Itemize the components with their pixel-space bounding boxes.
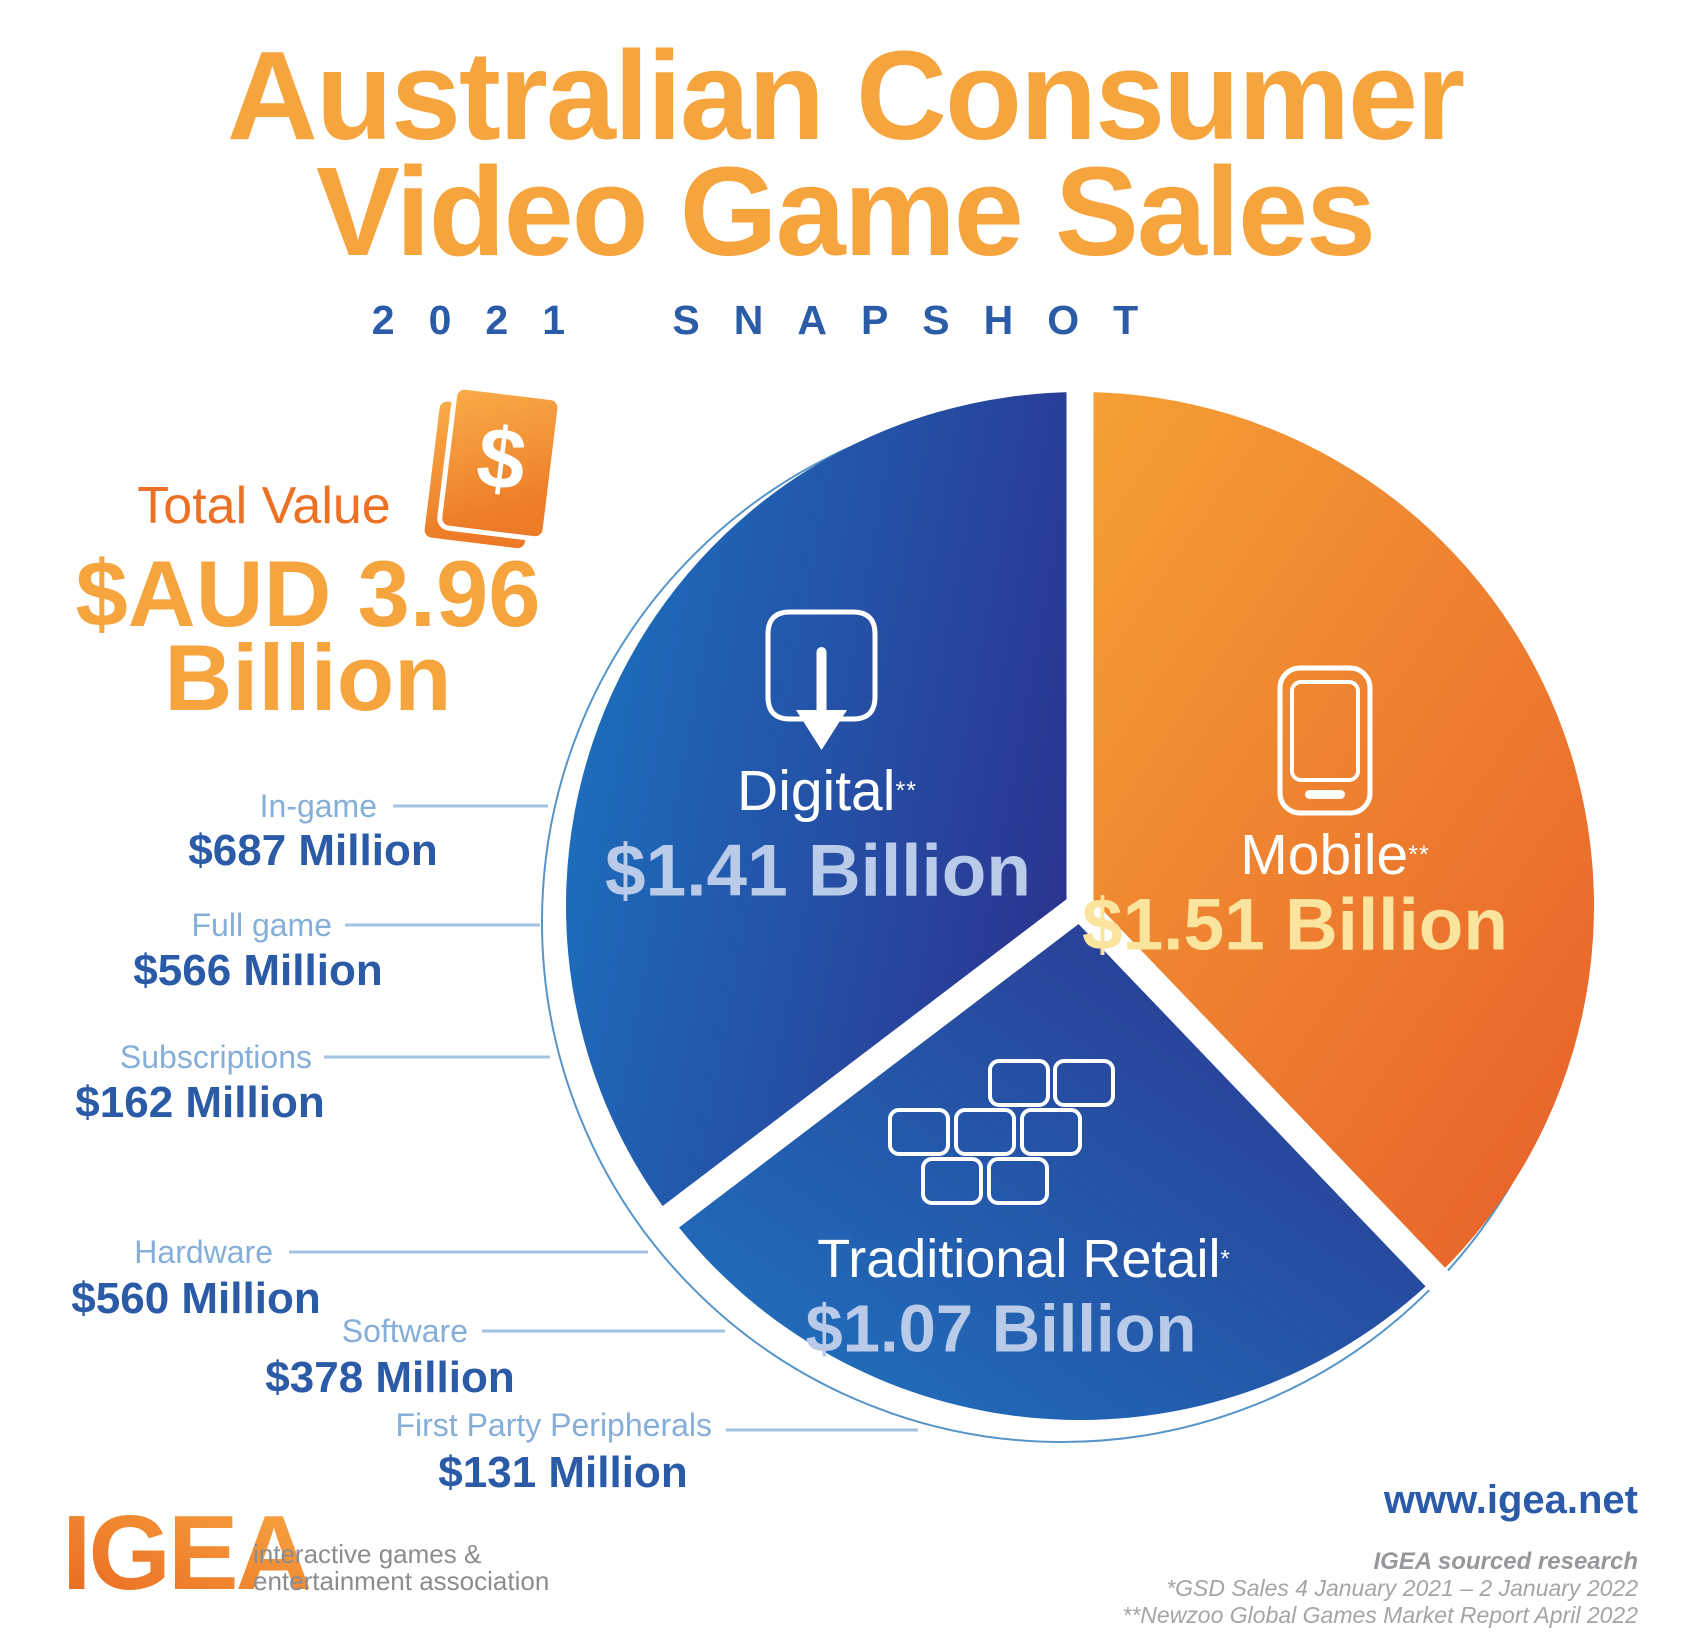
slice-label-digital: Digital** xyxy=(737,758,917,824)
leader-lines xyxy=(289,804,918,1432)
igea-logo-tagline: interactive games & entertainment associ… xyxy=(253,1541,549,1595)
download-icon xyxy=(765,609,878,750)
total-value-line1: $AUD 3.96 xyxy=(75,541,541,646)
breakdown-value-hardware: $560 Million xyxy=(71,1274,321,1323)
page-subtitle: 2021 SNAPSHOT xyxy=(371,297,1173,343)
slice-label-traditional-retail-footnote: * xyxy=(1220,1245,1231,1273)
slice-label-digital-text: Digital xyxy=(737,759,896,823)
page-title: Australian Consumer Video Game Sales xyxy=(0,25,1690,282)
slice-label-traditional-retail-text: Traditional Retail xyxy=(817,1229,1221,1289)
money-icon: $ xyxy=(419,384,563,554)
igea-logo: IGEA xyxy=(62,1494,310,1612)
slice-value-traditional-retail: $1.07 Billion xyxy=(805,1291,1197,1367)
pie-separator xyxy=(641,895,1089,1244)
igea-logo-tagline-line2: entertainment association xyxy=(253,1566,550,1596)
slice-label-mobile: Mobile** xyxy=(1240,822,1429,888)
breakdown-value-software: $378 Million xyxy=(265,1353,515,1402)
page-title-line2: Video Game Sales xyxy=(315,141,1376,282)
smartphone-icon xyxy=(1277,665,1373,816)
pie-slice-mobile xyxy=(1080,392,1594,1278)
breakdown-value-in-game: $687 Million xyxy=(188,826,438,875)
breakdown-category-subscriptions: Subscriptions xyxy=(119,1039,312,1075)
breakdown-category-first-party-peripherals: First Party Peripherals xyxy=(395,1407,712,1443)
website-url: www.igea.net xyxy=(1383,1478,1638,1522)
research-footnotes: IGEA sourced research *GSD Sales 4 Janua… xyxy=(1122,1548,1638,1629)
breakdown-value-first-party-peripherals: $131 Million xyxy=(438,1448,688,1497)
page-title-line1: Australian Consumer xyxy=(226,25,1465,166)
slice-label-digital-footnote: ** xyxy=(895,776,917,805)
breakdown-value-subscriptions: $162 Million xyxy=(75,1078,325,1127)
total-value-amount: $AUD 3.96 Billion xyxy=(48,541,568,730)
igea-logo-tagline-line1: interactive games & xyxy=(253,1539,482,1569)
breakdown-value-full-game: $566 Million xyxy=(133,946,383,995)
breakdown-category-hardware: Hardware xyxy=(134,1234,273,1270)
slice-value-digital: $1.41 Billion xyxy=(605,830,1031,912)
slice-label-traditional-retail: Traditional Retail* xyxy=(817,1228,1230,1290)
research-source: IGEA sourced research xyxy=(1373,1548,1638,1575)
breakdown-category-in-game: In-game xyxy=(259,788,377,824)
footnote-newzoo: **Newzoo Global Games Market Report Apri… xyxy=(1122,1602,1638,1628)
slice-value-mobile: $1.51 Billion xyxy=(1082,884,1508,966)
svg-text:$: $ xyxy=(472,409,531,510)
total-value-label: Total Value xyxy=(137,477,391,535)
footnote-gsd: *GSD Sales 4 January 2021 – 2 January 20… xyxy=(1166,1575,1638,1601)
bricks-icon xyxy=(888,1059,1115,1205)
pie-separators xyxy=(641,366,1464,1306)
breakdown-category-full-game: Full game xyxy=(191,907,333,943)
slice-label-mobile-text: Mobile xyxy=(1240,823,1409,887)
slice-label-mobile-footnote: ** xyxy=(1408,840,1430,869)
pie-slice-digital xyxy=(565,392,1080,1217)
pie-center-gap xyxy=(1065,891,1095,921)
pie-separator xyxy=(1070,896,1464,1306)
total-value-line2: Billion xyxy=(164,625,452,730)
pie-slices xyxy=(565,392,1594,1420)
breakdown-category-software: Software xyxy=(341,1313,468,1349)
pie-slice-traditional-retail xyxy=(670,906,1436,1420)
